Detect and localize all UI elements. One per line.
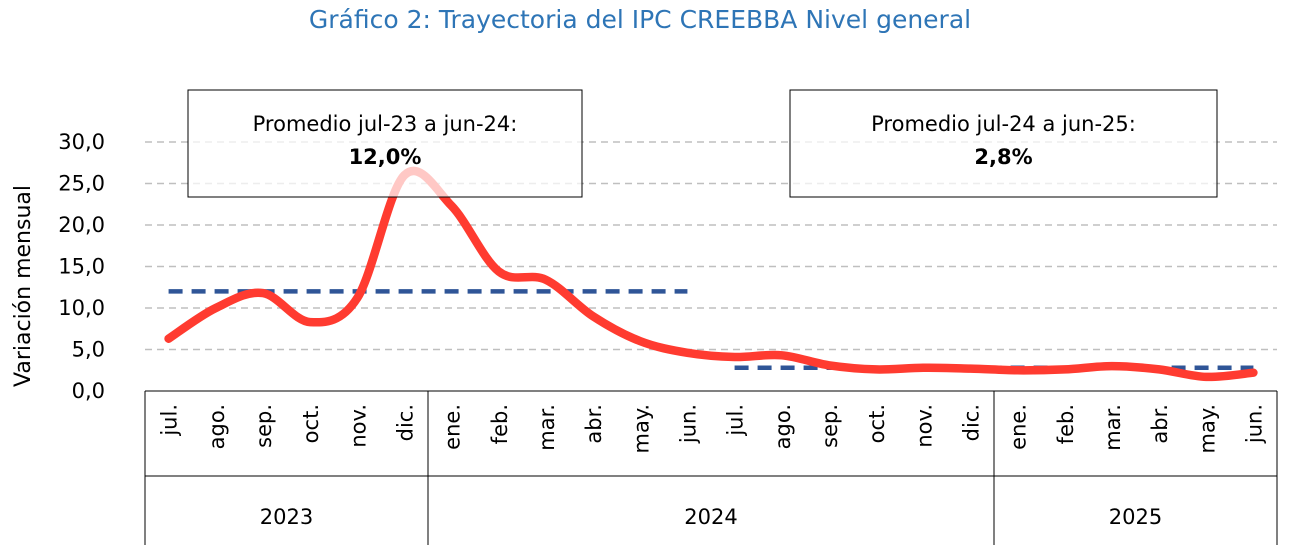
x-tick-label: nov.	[346, 404, 370, 448]
series-line	[164, 166, 1258, 382]
annotation-box: Promedio jul-23 a jun-24: 12,0%	[187, 89, 583, 198]
y-tick-label: 10,0	[58, 296, 105, 320]
annotation-box: Promedio jul-24 a jun-25: 2,8%	[789, 89, 1218, 198]
x-tick-label: may.	[629, 404, 653, 453]
x-tick-label: oct.	[865, 404, 889, 443]
x-tick-label: feb.	[488, 404, 512, 444]
x-tick-label: dic.	[393, 404, 417, 441]
x-tick-label: sep.	[818, 404, 842, 448]
annotations: Promedio jul-23 a jun-24:12,0%Promedio j…	[187, 89, 1218, 198]
y-tick-label: 0,0	[72, 379, 105, 403]
x-tick-label: may.	[1195, 404, 1219, 453]
x-axis: jul. ago. sep. oct. nov. dic. ene. feb. mar. abr.…	[144, 390, 1278, 545]
x-tick-label: mar.	[535, 404, 559, 451]
x-tick-label: oct.	[299, 404, 323, 443]
annotation-value: 2,8%	[974, 145, 1032, 169]
x-tick-label: abr.	[582, 404, 606, 444]
year-label: 2025	[1109, 505, 1162, 529]
y-tick-label: 25,0	[58, 172, 105, 196]
y-tick-label: 5,0	[72, 338, 105, 362]
annotation-frame	[187, 89, 583, 198]
x-tick-label: abr.	[1148, 404, 1172, 444]
x-tick-label: feb.	[1054, 404, 1078, 444]
x-tick-label: ago.	[205, 404, 229, 449]
year-label: 2023	[260, 505, 313, 529]
x-tick-label: nov.	[912, 404, 936, 448]
x-tick-label: mar.	[1101, 404, 1125, 451]
grid-lines	[145, 141, 1277, 351]
x-tick-label: jun.	[676, 404, 700, 444]
annotation-text: Promedio jul-23 a jun-24:	[253, 112, 518, 136]
annotation-value: 12,0%	[349, 145, 422, 169]
y-axis-ticks: 0,0 5,0 10,0 15,0 20,0 25,0 30,0	[58, 130, 105, 403]
x-tick-label: ene.	[1007, 404, 1031, 450]
annotation-frame	[789, 89, 1218, 198]
y-tick-label: 20,0	[58, 213, 105, 237]
x-tick-label: jul.	[724, 404, 748, 437]
y-axis-label: Variación mensual	[11, 185, 36, 387]
y-tick-label: 15,0	[58, 255, 105, 279]
annotation-text: Promedio jul-24 a jun-25:	[871, 112, 1136, 136]
x-tick-label: sep.	[252, 404, 276, 448]
x-tick-label: ago.	[771, 404, 795, 449]
chart-title: Gráfico 2: Trayectoria del IPC CREEBBA N…	[309, 5, 971, 34]
x-tick-label: dic.	[959, 404, 983, 441]
y-tick-label: 30,0	[58, 130, 105, 154]
year-label: 2024	[684, 505, 737, 529]
x-tick-label: jul.	[158, 404, 182, 437]
x-tick-label: ene.	[441, 404, 465, 450]
x-tick-label: jun.	[1242, 404, 1266, 444]
series-lines	[164, 166, 1258, 382]
